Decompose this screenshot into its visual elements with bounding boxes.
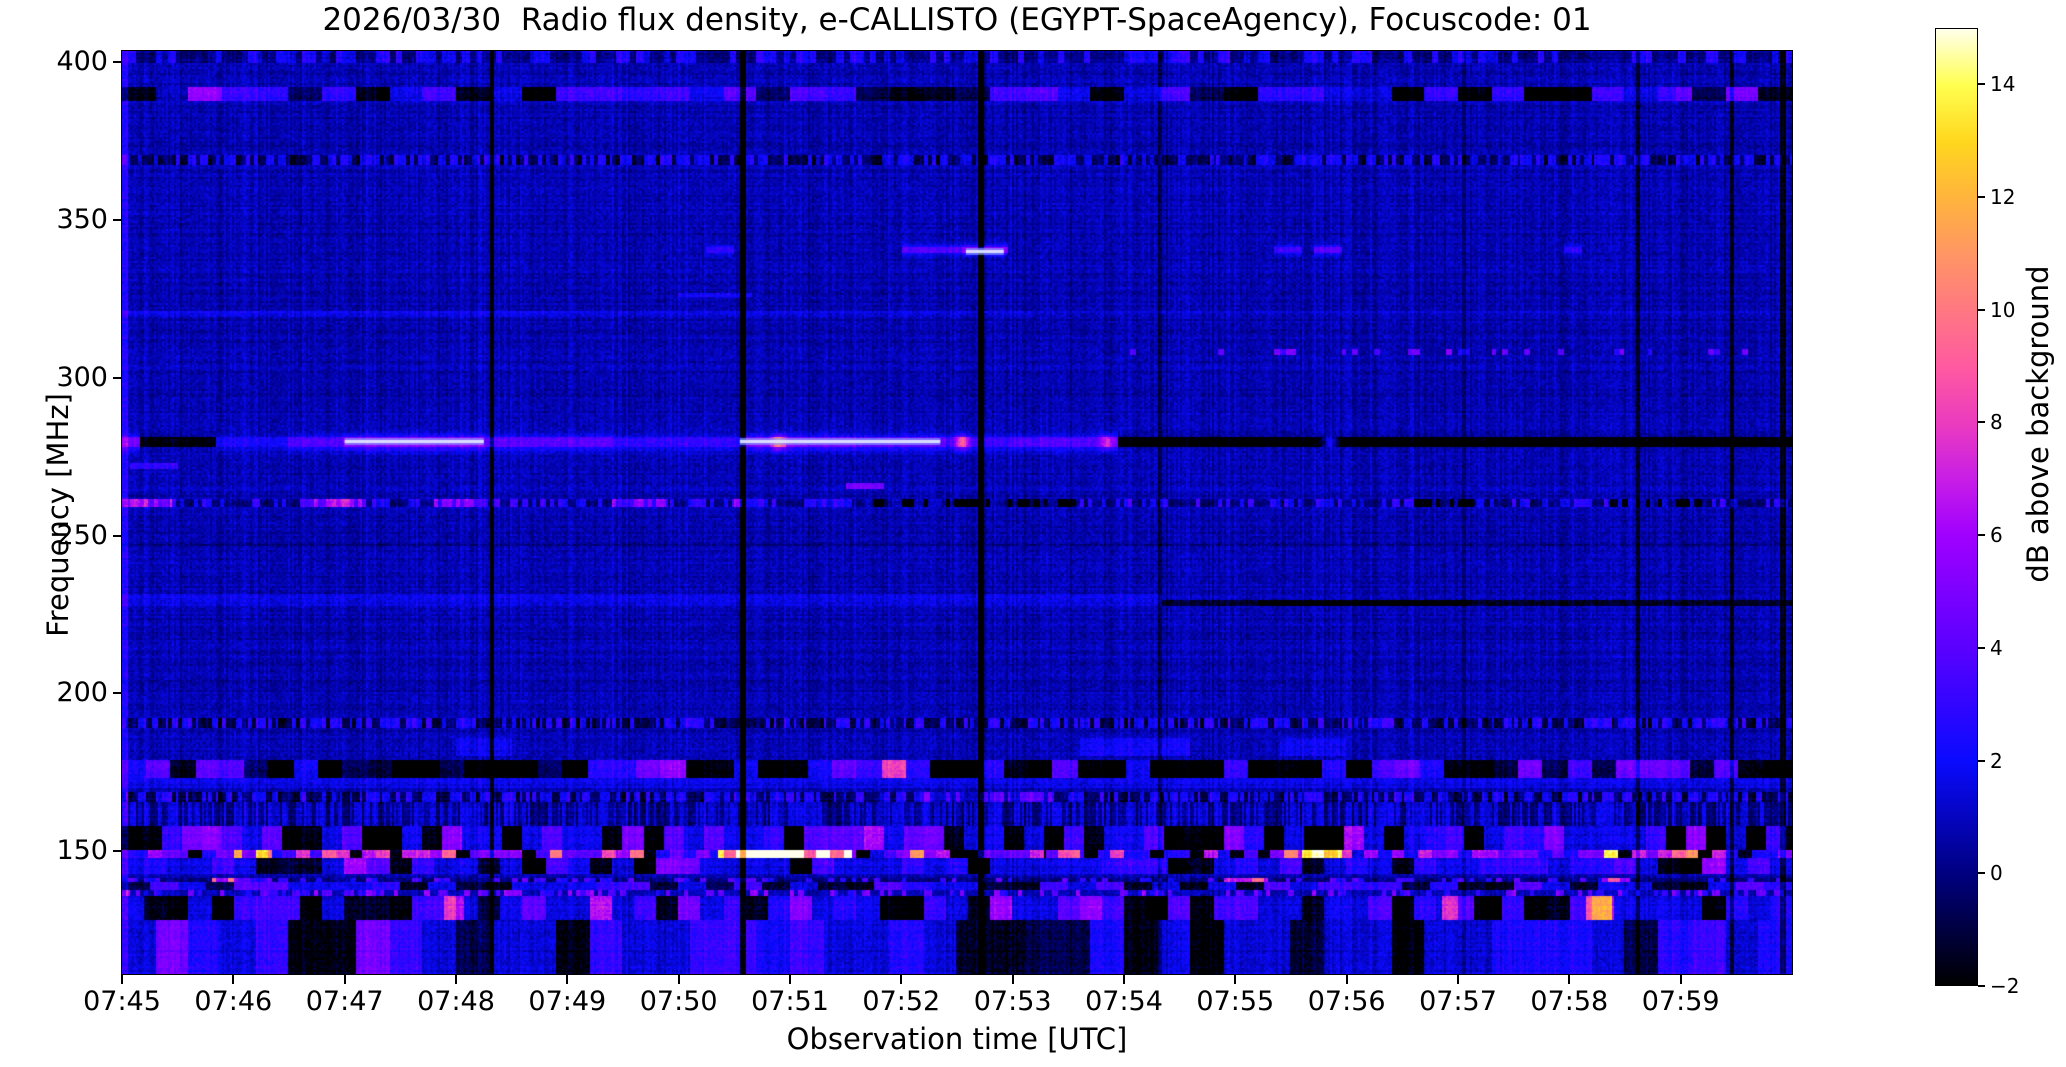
spectrogram-canvas <box>122 51 1792 974</box>
colorbar-tick-mark <box>1978 308 1985 311</box>
colorbar <box>1935 28 1978 986</box>
x-tick-label: 07:59 <box>1641 986 1720 1017</box>
plot-title: 2026/03/30 Radio flux density, e-CALLIST… <box>322 2 1592 38</box>
colorbar-tick-label: 0 <box>1990 861 2003 886</box>
y-tick-mark <box>113 61 122 64</box>
colorbar-label: dB above background <box>2021 265 2055 583</box>
x-tick-label: 07:58 <box>1530 986 1609 1017</box>
y-tick-label: 350 <box>56 203 108 235</box>
y-tick-label: 250 <box>56 519 108 551</box>
colorbar-tick-mark <box>1978 985 1985 987</box>
y-tick-mark <box>113 534 122 537</box>
x-tick-label: 07:53 <box>973 986 1052 1017</box>
x-tick-mark <box>1679 975 1682 984</box>
x-tick-mark <box>1123 975 1125 984</box>
x-tick-label: 07:57 <box>1419 986 1497 1017</box>
y-tick-label: 400 <box>56 46 108 78</box>
x-axis-label: Observation time [UTC] <box>786 1022 1128 1056</box>
x-tick-label: 07:49 <box>528 986 607 1017</box>
spectrogram-plot-area <box>121 50 1793 975</box>
x-tick-mark <box>677 975 680 984</box>
y-tick-label: 200 <box>56 677 108 709</box>
colorbar-tick-mark <box>1978 759 1985 762</box>
y-tick-mark <box>113 850 122 853</box>
x-tick-label: 07:50 <box>639 986 718 1017</box>
colorbar-tick-mark <box>1978 83 1985 86</box>
colorbar-tick-mark <box>1978 646 1985 649</box>
x-tick-mark <box>566 975 569 984</box>
y-tick-label: 300 <box>56 361 108 393</box>
colorbar-tick-label: 10 <box>1990 297 2016 322</box>
colorbar-tick-mark <box>1978 421 1985 424</box>
x-tick-label: 07:47 <box>305 986 384 1017</box>
x-tick-mark <box>121 975 123 984</box>
y-tick-mark <box>113 376 122 379</box>
x-tick-mark <box>1011 975 1014 984</box>
x-tick-mark <box>789 975 791 984</box>
x-tick-mark <box>1345 975 1348 984</box>
x-tick-mark <box>232 975 235 984</box>
x-tick-mark <box>343 975 346 984</box>
colorbar-tick-label: 12 <box>1990 185 2016 210</box>
colorbar-tick-label: 2 <box>1990 748 2003 773</box>
y-tick-label: 150 <box>56 835 108 867</box>
x-tick-label: 07:56 <box>1307 986 1386 1017</box>
colorbar-tick-label: 4 <box>1990 635 2003 660</box>
colorbar-tick-label: 14 <box>1990 72 2016 97</box>
colorbar-tick-label: −2 <box>1990 974 2020 998</box>
colorbar-tick-mark <box>1978 872 1985 875</box>
colorbar-tick-mark <box>1978 534 1985 537</box>
x-tick-label: 07:51 <box>751 986 829 1017</box>
y-axis-label: Frequency [MHz] <box>41 393 75 637</box>
x-tick-mark <box>1234 975 1237 984</box>
x-tick-mark <box>1457 975 1459 984</box>
colorbar-tick-mark <box>1978 196 1985 199</box>
x-tick-label: 07:46 <box>194 986 273 1017</box>
x-tick-label: 07:54 <box>1085 986 1163 1017</box>
x-tick-mark <box>900 975 903 984</box>
x-tick-label: 07:48 <box>417 986 495 1017</box>
y-tick-mark <box>113 218 122 221</box>
x-tick-label: 07:52 <box>862 986 941 1017</box>
x-tick-label: 07:45 <box>83 986 161 1017</box>
colorbar-tick-label: 8 <box>1990 410 2003 435</box>
x-tick-mark <box>1568 975 1571 984</box>
colorbar-tick-label: 6 <box>1990 523 2003 548</box>
y-tick-mark <box>113 692 122 695</box>
x-tick-label: 07:55 <box>1196 986 1275 1017</box>
x-tick-mark <box>455 975 457 984</box>
